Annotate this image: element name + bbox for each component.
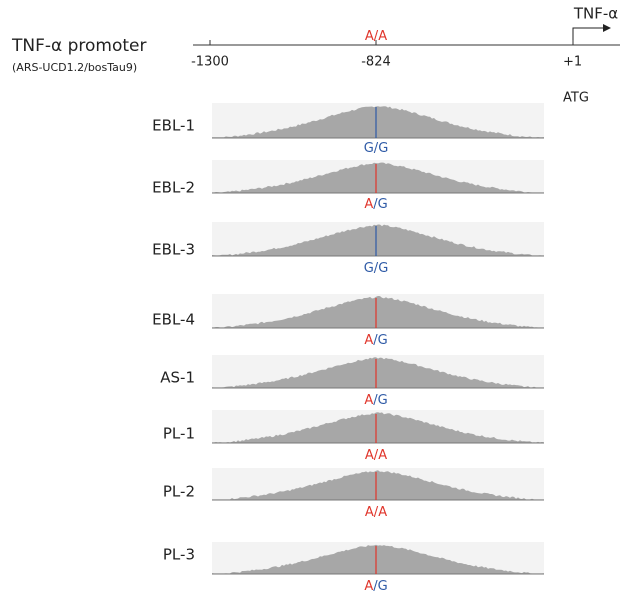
genotype: A/A — [365, 505, 387, 520]
allele: A — [364, 333, 373, 348]
allele: G — [378, 393, 388, 408]
genotype: A/A — [365, 29, 387, 44]
figure: TNF-α promoter (ARS-UCD1.2/bosTau9) TNF-… — [0, 0, 624, 597]
allele: A — [364, 197, 373, 212]
allele: G — [364, 141, 374, 156]
allele: G — [378, 579, 388, 594]
arrow-head — [603, 24, 611, 32]
promoter-title: TNF-α promoter — [11, 36, 147, 56]
track-name: EBL-1 — [152, 117, 195, 135]
genotype: A/A — [365, 448, 387, 463]
allele: G — [378, 261, 388, 276]
tick-label: +1 — [563, 55, 582, 70]
track-name: EBL-2 — [152, 179, 195, 197]
genotype: A/G — [364, 393, 387, 408]
genotype: G/G — [364, 261, 389, 276]
allele: G — [378, 333, 388, 348]
allele: A — [378, 448, 387, 463]
track-name: AS-1 — [160, 369, 195, 387]
allele: A — [365, 505, 374, 520]
tick-label: -1300 — [191, 55, 229, 70]
genotype: A/G — [364, 579, 387, 594]
allele: A — [378, 29, 387, 44]
gene-label: TNF-α — [573, 5, 618, 23]
track-name: PL-1 — [163, 425, 195, 443]
assembly: (ARS-UCD1.2/bosTau9) — [12, 61, 137, 74]
allele: G — [378, 141, 388, 156]
tick-label: -824 — [361, 55, 391, 70]
allele: G — [378, 197, 388, 212]
allele: G — [364, 261, 374, 276]
track-name: PL-3 — [163, 546, 195, 564]
track-name: EBL-3 — [152, 241, 195, 259]
tss-arrow — [573, 28, 603, 45]
genotype: A/G — [364, 197, 387, 212]
allele: A — [365, 29, 374, 44]
track-name: PL-2 — [163, 483, 195, 501]
start-codon: ATG — [563, 91, 589, 106]
genotype: A/G — [364, 333, 387, 348]
allele: A — [364, 579, 373, 594]
allele: A — [365, 448, 374, 463]
track-name: EBL-4 — [152, 311, 195, 329]
allele: A — [364, 393, 373, 408]
genotype: G/G — [364, 141, 389, 156]
allele: A — [378, 505, 387, 520]
